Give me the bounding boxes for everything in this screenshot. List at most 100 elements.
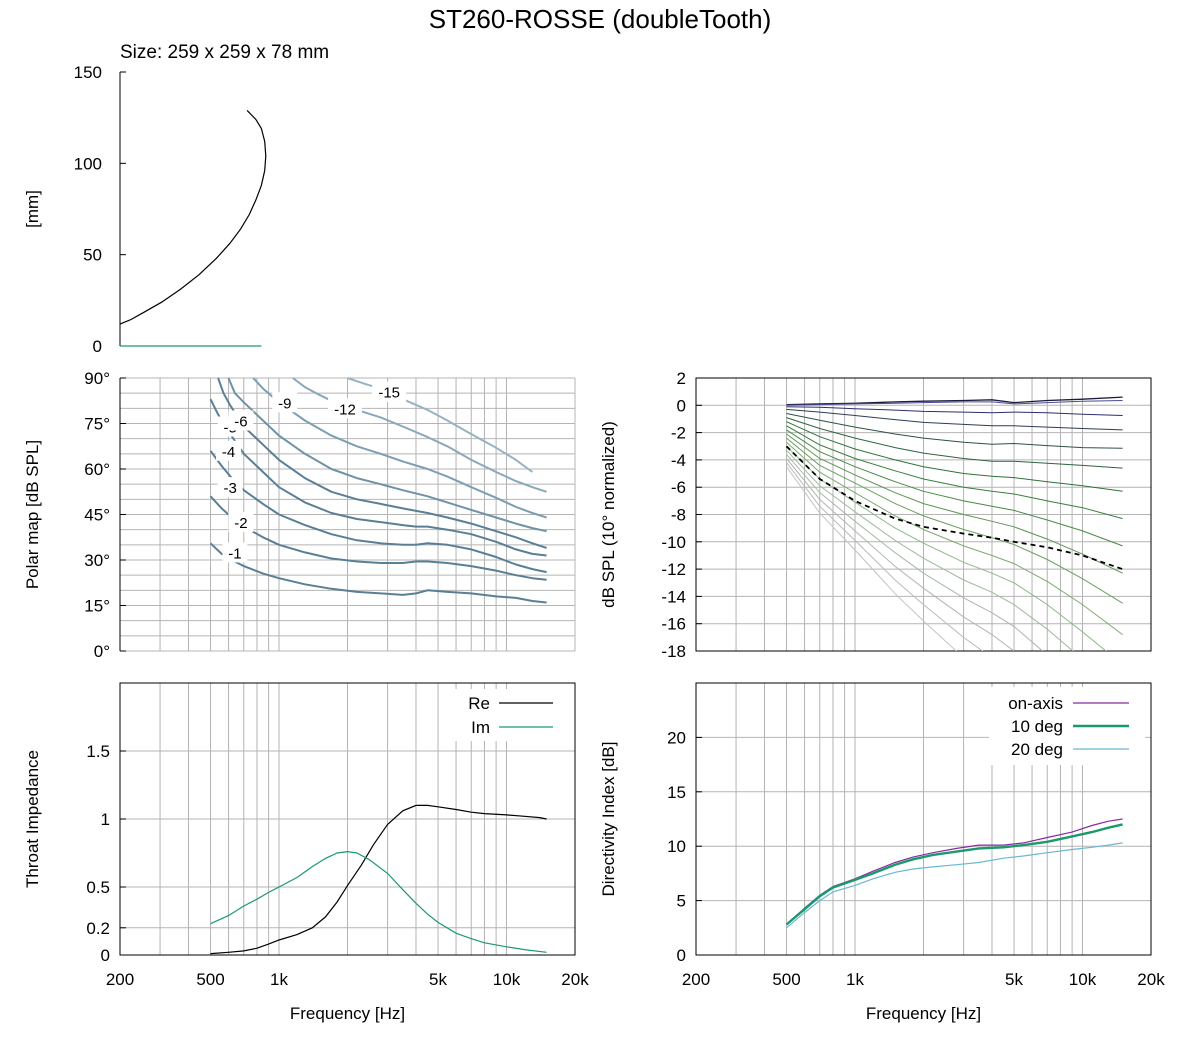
- spl-series-line-2: [786, 406, 1123, 416]
- di-ytick-label: 10: [667, 837, 686, 856]
- polar-ytick-label: 60°: [84, 460, 110, 479]
- impedance-series-line-1: [210, 850, 547, 953]
- spl-ytick-label: -12: [661, 560, 686, 579]
- polar-ytick-label: 45°: [84, 506, 110, 525]
- impedance-xtick-label: 10k: [493, 970, 521, 989]
- polar-ytick-label: 0°: [94, 642, 110, 661]
- spl-plot: 2 0 -2 -4 -6 -8 -10 -12 -14 -16 -18 dB SPL (10° nor…: [599, 369, 1152, 661]
- profile-plot: 0 50 100 150 [mm] Size: 259 x 259 x 78 mm: [23, 42, 329, 356]
- polar-contour-line: [209, 542, 547, 604]
- spl-ytick-label: -2: [671, 424, 686, 443]
- spl-series-line-10: [786, 437, 1123, 604]
- di-legend-label: 20 deg: [1011, 740, 1063, 759]
- polar-ytick-label: 15°: [84, 597, 110, 616]
- spl-ytick-label: -18: [661, 642, 686, 661]
- impedance-xtick-label: 500: [196, 970, 224, 989]
- di-legend-label: 10 deg: [1011, 717, 1063, 736]
- polar-contour-label-bg: [327, 398, 362, 419]
- polar-contour-label-bg: [372, 381, 407, 402]
- spl-series-line-14: [786, 454, 1044, 651]
- polar-ylabel: Polar map [dB SPL]: [23, 440, 42, 589]
- spl-series-line-11: [786, 441, 1123, 636]
- di-ytick-label: 20: [667, 728, 686, 747]
- polar-ytick-label: 30°: [84, 551, 110, 570]
- spl-ytick-label: -6: [671, 478, 686, 497]
- di-frame: [695, 682, 1152, 956]
- spl-series-group: [785, 396, 1123, 651]
- spl-series-line-18: [785, 445, 1123, 570]
- spl-ytick-label: -4: [671, 451, 686, 470]
- impedance-legend-bg: [455, 689, 569, 741]
- spl-ylabel: dB SPL (10° normalized): [599, 421, 618, 608]
- impedance-ytick-label: 1: [101, 810, 110, 829]
- spl-ytick-label: 2: [677, 369, 686, 388]
- polar-contour-label-bg: [228, 410, 254, 431]
- spl-ytick-label: -14: [661, 587, 686, 606]
- page-title: ST260-ROSSE (doubleTooth): [428, 4, 772, 34]
- profile-ytick-label: 50: [83, 246, 102, 265]
- polar-contour-line: [227, 377, 547, 533]
- polar-ytick-label: 75°: [84, 415, 110, 434]
- polar-contour-label-bg: [216, 440, 242, 461]
- polar-contour-label: -15: [378, 385, 400, 402]
- profile-ytick-label: 0: [93, 337, 102, 356]
- spl-series-line-17: [786, 466, 957, 651]
- spl-series-line-9: [786, 433, 1123, 574]
- di-ytick-label: 0: [677, 946, 686, 965]
- impedance-legend-label: Im: [471, 718, 490, 737]
- impedance-ytick-label: 0.5: [86, 878, 110, 897]
- spl-ytick-label: 0: [677, 396, 686, 415]
- di-xtick-label: 200: [682, 970, 710, 989]
- spl-series-line-1: [786, 400, 1123, 406]
- di-xtick-label: 500: [772, 970, 800, 989]
- di-legend-label: on-axis: [1008, 694, 1063, 713]
- impedance-ylabel: Throat Impedance: [23, 750, 42, 888]
- polar-contour-label-bg: [222, 542, 248, 563]
- di-series-line-2: [786, 842, 1123, 929]
- spl-series-line-3: [786, 408, 1123, 431]
- profile-ytick-label: 100: [74, 154, 102, 173]
- profile-ytick-label: 150: [74, 63, 102, 82]
- polar-contour-label: -2: [234, 515, 247, 532]
- impedance-ytick-label: 1.5: [86, 742, 110, 761]
- impedance-xlabel: Frequency [Hz]: [290, 1004, 405, 1023]
- polar-contour-label: -4: [222, 444, 235, 461]
- polar-contour-label-bg: [272, 392, 298, 413]
- spl-series-line-16: [786, 462, 984, 651]
- spl-series-line-5: [786, 417, 1123, 469]
- di-xtick-label: 10k: [1069, 970, 1097, 989]
- spl-series-line-15: [786, 458, 1015, 651]
- profile-ylabel: [mm]: [23, 190, 42, 228]
- spl-ytick-label: -16: [661, 615, 686, 634]
- spl-series-line-7: [786, 425, 1123, 520]
- profile-series-0: [119, 109, 267, 325]
- di-plot: 0 5 10 15 20 200 500 1k 5k 10k 20k Directivity Inde…: [599, 682, 1165, 1023]
- polar-ytick-label: 90°: [84, 369, 110, 388]
- polar-contour-label-bg: [217, 477, 243, 498]
- di-xlabel: Frequency [Hz]: [866, 1004, 981, 1023]
- polar-contour-label-bg: [228, 512, 254, 533]
- di-ytick-label: 5: [677, 892, 686, 911]
- di-ylabel: Directivity Index [dB]: [599, 742, 618, 897]
- spl-series-line-0: [786, 396, 1123, 406]
- di-xtick-label: 1k: [846, 970, 864, 989]
- polar-contour-line: [209, 450, 547, 574]
- profile-subtitle: Size: 259 x 259 x 78 mm: [120, 42, 329, 63]
- polar-contour-label: -3: [224, 480, 237, 497]
- spl-ytick-label: -8: [671, 506, 686, 525]
- spl-series-line-4: [786, 413, 1123, 449]
- impedance-ytick-label: 0.2: [86, 919, 110, 938]
- polar-contour-label: -6: [234, 413, 247, 430]
- spl-series-line-8: [786, 429, 1123, 547]
- impedance-xtick-label: 1k: [270, 970, 288, 989]
- spl-series-line-6: [786, 421, 1123, 492]
- impedance-series-line-0: [210, 804, 547, 955]
- impedance-legend-label: Re: [468, 694, 490, 713]
- impedance-plot: 0 0.2 0.5 1 1.5 200 500 1k 5k 10k 20k Throat Impeda…: [23, 682, 589, 1023]
- di-ytick-label: 15: [667, 783, 686, 802]
- spl-series-line-13: [786, 449, 1074, 651]
- di-xtick-label: 5k: [1005, 970, 1023, 989]
- polar-contour-label: -12: [334, 401, 356, 418]
- impedance-xtick-label: 200: [106, 970, 134, 989]
